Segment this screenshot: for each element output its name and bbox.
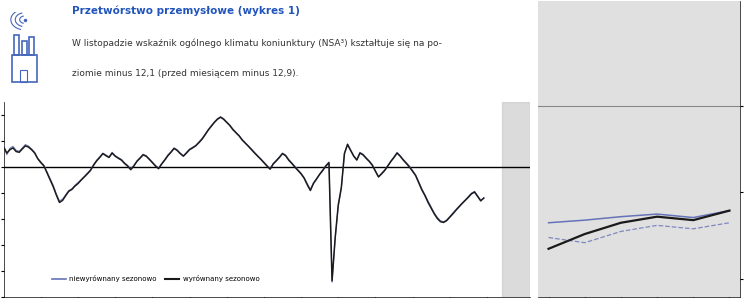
Bar (12, 55, 37, 82)
Bar (502, 102, 530, 297)
Bar (22, 41, 27, 55)
Text: Przetwórstwo przemysłowe (wykres 1): Przetwórstwo przemysłowe (wykres 1) (72, 5, 300, 15)
Legend: niewyrównany sezonowo, wyrównany sezonowo: niewyrównany sezonowo, wyrównany sezonow… (49, 273, 262, 285)
Bar (14, 35, 19, 55)
Text: ziomie minus 12,1 (przed miesiącem minus 12,9).: ziomie minus 12,1 (przed miesiącem minus… (72, 69, 298, 78)
Bar (29, 38, 34, 55)
Text: W listopadzie wskaźnik ogólnego klimatu koniunktury (NSA³) kształtuje się na po-: W listopadzie wskaźnik ogólnego klimatu … (72, 39, 442, 48)
Bar (20, 70, 27, 82)
